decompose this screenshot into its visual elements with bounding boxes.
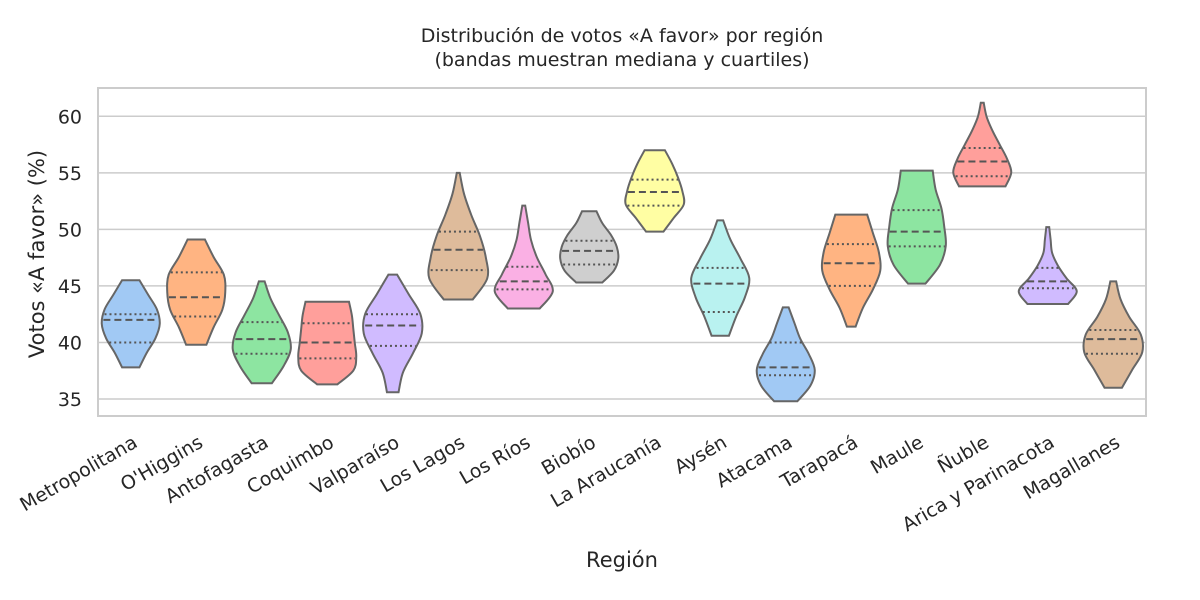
y-tick-label: 45: [58, 276, 82, 298]
violin: [690, 219, 751, 337]
x-tick-labels: MetropolitanaO'HigginsAntofagastaCoquimb…: [16, 430, 1123, 536]
x-axis-label: Región: [586, 548, 658, 572]
violin-body: [1017, 226, 1078, 306]
y-tick-label: 50: [58, 219, 82, 241]
y-tick-label: 55: [58, 163, 82, 185]
violin: [559, 210, 620, 284]
x-tick-label: Los Ríos: [456, 431, 534, 489]
violin: [297, 300, 358, 386]
violin: [820, 213, 882, 328]
violin: [886, 169, 947, 285]
violin: [952, 101, 1013, 188]
violins: [100, 101, 1145, 403]
violin-body: [559, 210, 620, 284]
violin-body: [886, 169, 947, 285]
violin: [493, 204, 554, 310]
y-tick-label: 60: [58, 106, 82, 128]
plot-frame: [97, 87, 1147, 417]
violin: [755, 306, 816, 403]
x-tick-label: Maule: [867, 431, 927, 479]
violin: [362, 273, 424, 394]
violin-body: [952, 101, 1013, 188]
violin-body: [362, 273, 424, 394]
violin-body: [820, 213, 882, 328]
chart-title-line1: Distribución de votos «A favor» por regi…: [421, 25, 824, 47]
violin: [427, 171, 490, 301]
y-tick-labels: 35 40 45 50 55 60: [58, 106, 82, 411]
violin-body: [690, 219, 751, 337]
chart-title-line2: (bandas muestran mediana y cuartiles): [434, 49, 809, 71]
violin-body: [493, 204, 554, 310]
violin-body: [427, 171, 490, 301]
violin-body: [624, 149, 686, 233]
violin-body: [100, 279, 161, 369]
x-tick-label: La Araucanía: [547, 431, 665, 512]
violin: [166, 238, 227, 346]
violin: [100, 279, 161, 369]
violin: [1082, 280, 1145, 389]
violin: [231, 280, 292, 385]
violin-body: [1082, 280, 1145, 389]
y-tick-label: 40: [58, 332, 82, 354]
violin-body: [166, 238, 227, 346]
violin: [624, 149, 686, 233]
violin-body: [755, 306, 816, 403]
violin-body: [231, 280, 292, 385]
y-tick-label: 35: [58, 389, 82, 411]
violin: [1017, 226, 1078, 306]
y-axis-label: Votos «A favor» (%): [25, 150, 49, 358]
